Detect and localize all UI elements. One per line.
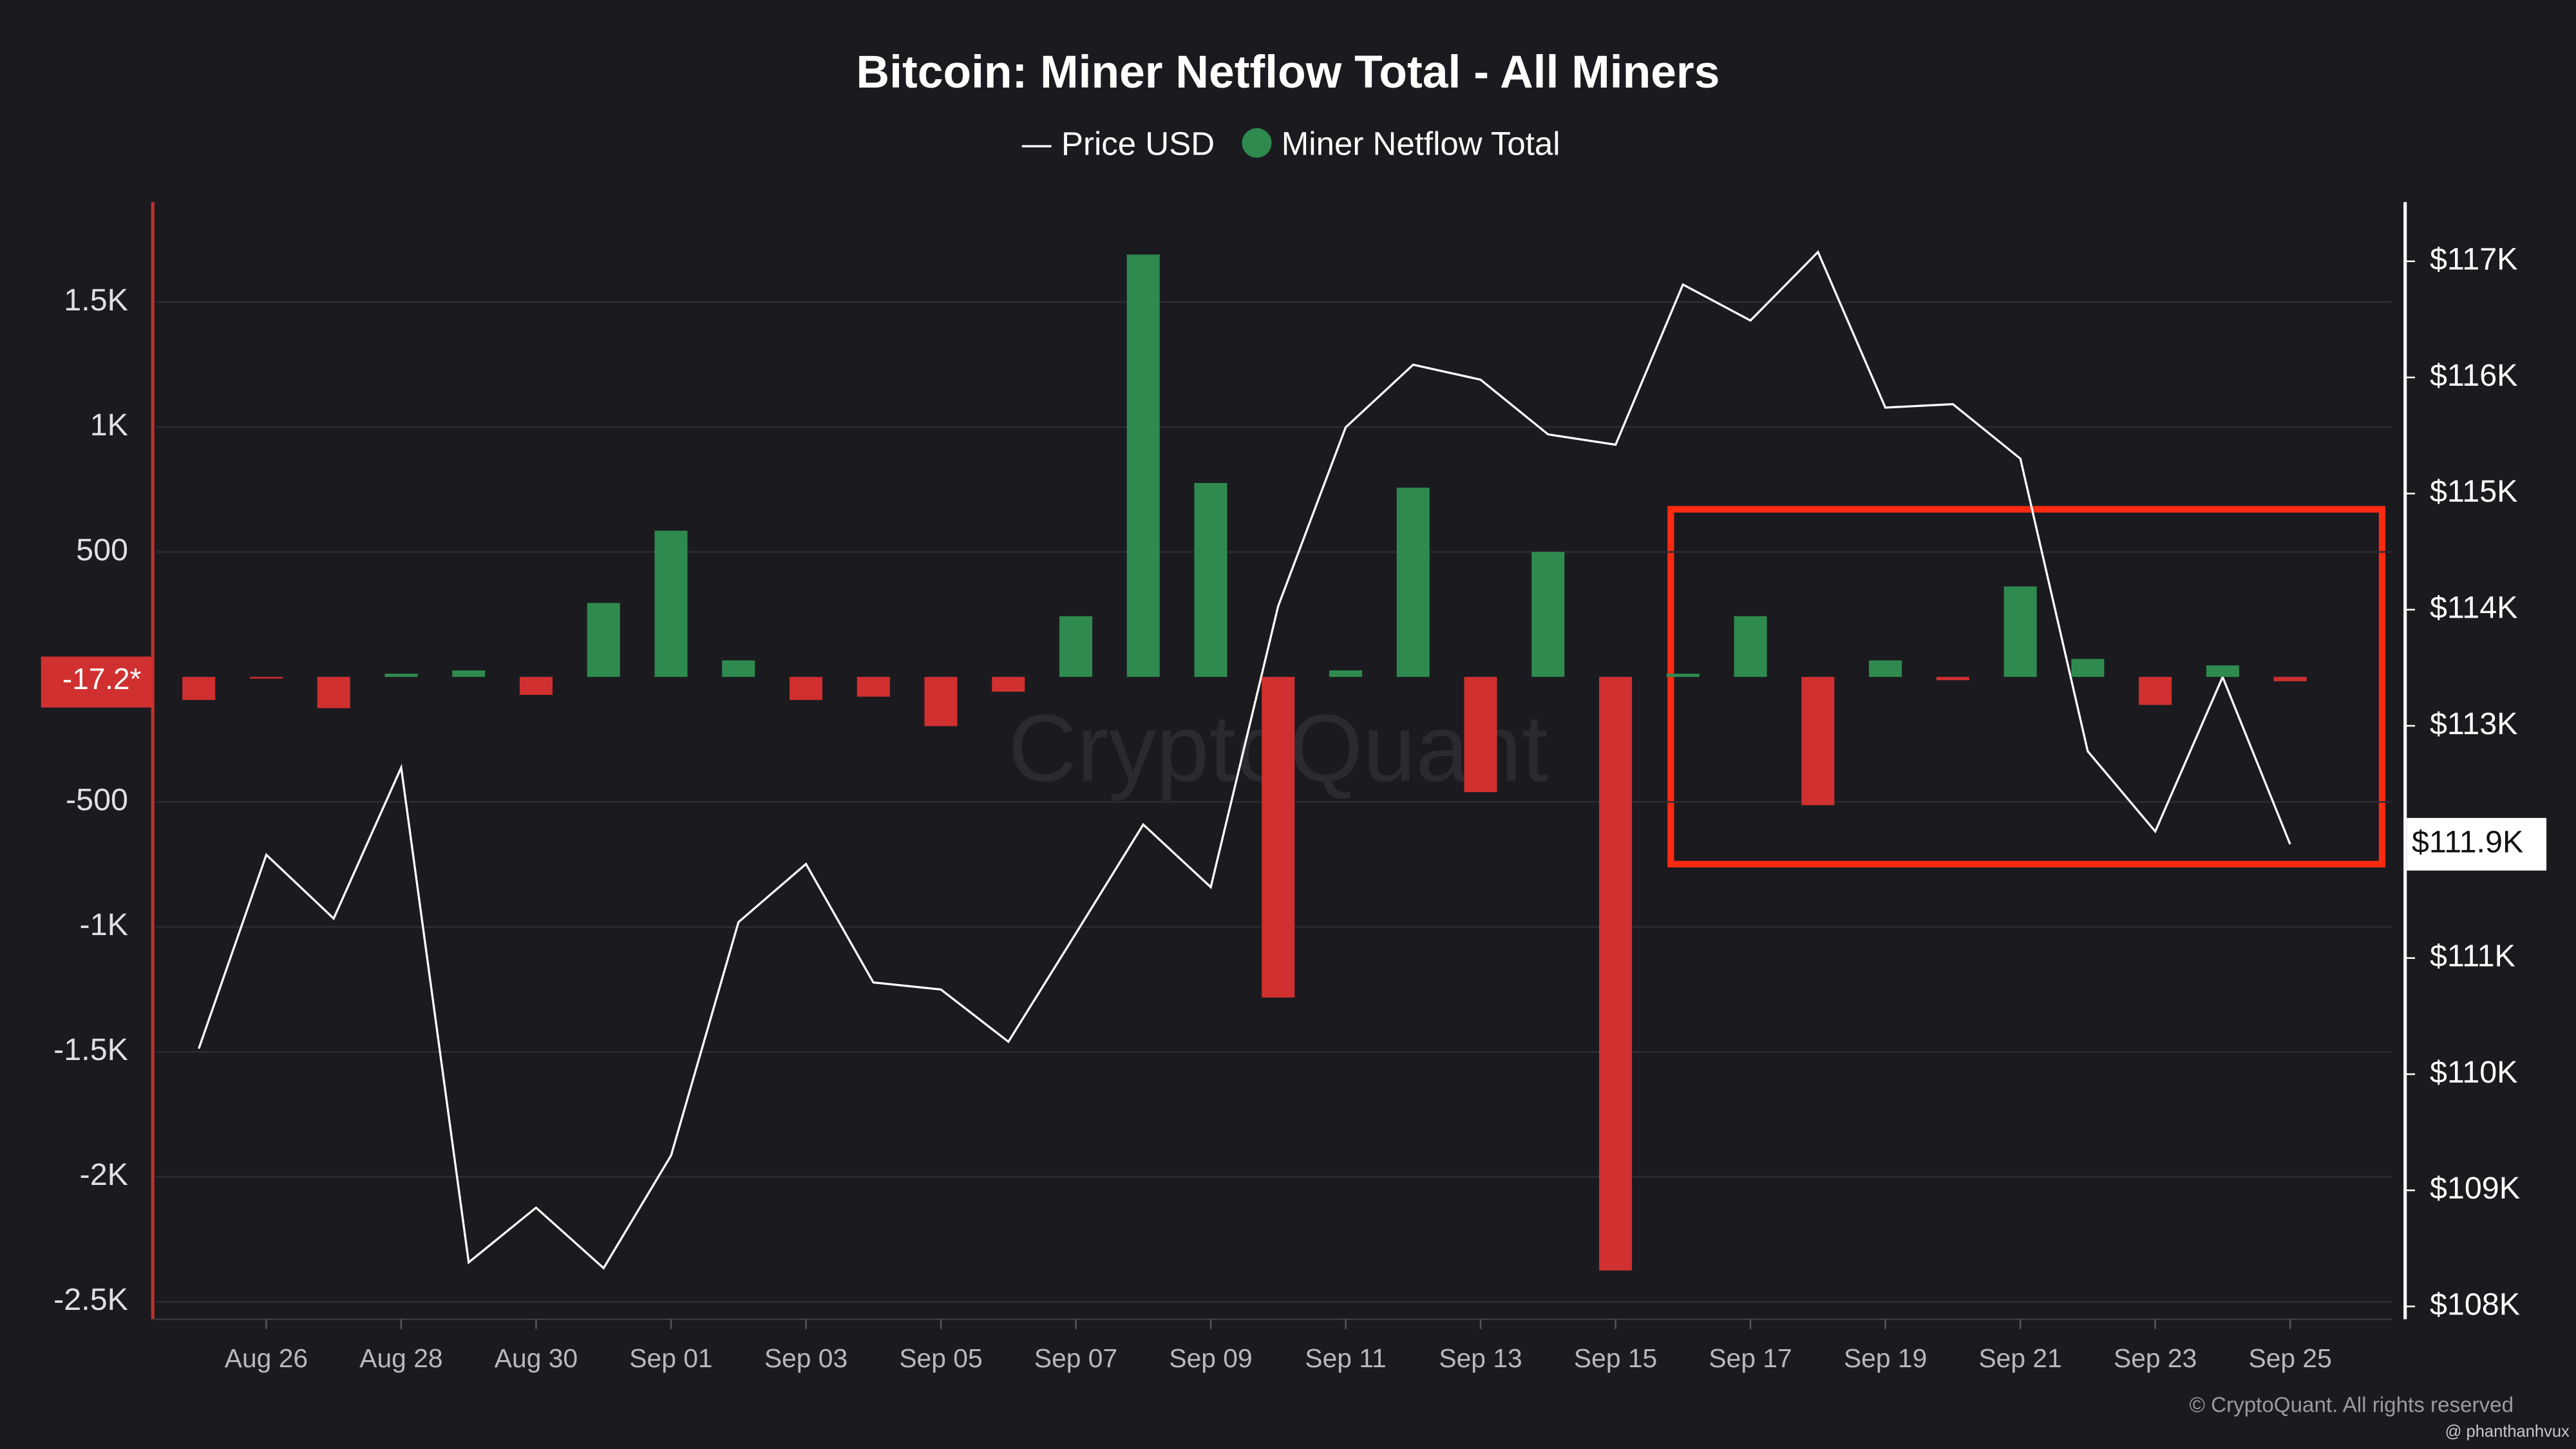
bar	[1464, 677, 1497, 793]
y2-tick-label: $114K	[2430, 591, 2518, 625]
y2-tick-label: $113K	[2430, 706, 2518, 741]
last-price-label: $111.9K	[2412, 825, 2523, 860]
credit: @ phanthanhvux	[2445, 1423, 2570, 1441]
x-tick-label: Sep 01	[629, 1343, 712, 1373]
y-tick-label: -2K	[80, 1157, 128, 1192]
y-tick-label: 1K	[90, 408, 128, 442]
bar	[1869, 660, 1902, 677]
x-tick-label: Sep 25	[2249, 1343, 2332, 1373]
bar	[654, 531, 688, 677]
y2-tick-label: $111K	[2430, 938, 2515, 973]
y2-tick-label: $116K	[2430, 358, 2518, 393]
bar	[1801, 677, 1835, 806]
bar	[317, 677, 350, 708]
last-value-badge	[41, 656, 153, 708]
bar	[2071, 659, 2105, 677]
bar	[2139, 677, 2172, 705]
x-tick-label: Sep 03	[764, 1343, 848, 1373]
bar	[1059, 616, 1093, 677]
bar	[1194, 482, 1227, 677]
x-tick-label: Sep 17	[1709, 1343, 1792, 1373]
bar	[992, 677, 1025, 692]
bar	[1262, 677, 1295, 998]
y-tick-label: -2.5K	[53, 1282, 128, 1317]
bar	[1936, 677, 1969, 681]
legend-dot	[1242, 128, 1272, 158]
bar	[2273, 677, 2307, 681]
bar	[2206, 665, 2239, 677]
bar	[857, 677, 890, 697]
bar	[1531, 552, 1565, 677]
y-tick-label: -1K	[80, 907, 128, 942]
bar	[587, 603, 620, 677]
y2-tick-label: $115K	[2430, 474, 2518, 509]
highlight-box	[1667, 506, 2386, 867]
y-tick-label: 1.5K	[64, 283, 128, 317]
y2-tick-label: $110K	[2430, 1055, 2518, 1090]
bar	[182, 677, 216, 700]
x-tick-label: Sep 09	[1169, 1343, 1252, 1373]
legend-label: Miner Netflow Total	[1282, 126, 1560, 162]
legend-label: Price USD	[1061, 126, 1215, 162]
x-tick-label: Aug 26	[225, 1343, 308, 1373]
x-tick-label: Sep 21	[1978, 1343, 2061, 1373]
bar	[2003, 586, 2037, 677]
price-line	[198, 250, 2291, 1270]
x-tick-label: Sep 07	[1034, 1343, 1117, 1373]
x-tick-label: Sep 05	[899, 1343, 982, 1373]
x-tick-label: Aug 28	[359, 1343, 442, 1373]
x-tick-label: Aug 30	[495, 1343, 578, 1373]
bar	[1734, 616, 1767, 677]
bar	[1396, 488, 1430, 677]
y-tick-label: -1.5K	[53, 1032, 128, 1067]
chart-title: Bitcoin: Miner Netflow Total - All Miner…	[857, 46, 1720, 98]
bar	[924, 677, 958, 726]
y2-tick-label: $109K	[2430, 1171, 2520, 1206]
x-tick-label: Sep 11	[1305, 1343, 1386, 1373]
bar	[249, 677, 283, 679]
bar	[1599, 677, 1633, 1271]
y2-tick-label: $117K	[2430, 242, 2518, 277]
y-tick-label: 500	[76, 533, 128, 567]
bar	[1329, 670, 1363, 677]
bar	[384, 674, 418, 677]
x-tick-label: Sep 15	[1574, 1343, 1657, 1373]
x-tick-label: Sep 23	[2114, 1343, 2197, 1373]
x-tick-label: Sep 13	[1439, 1343, 1522, 1373]
last-price-badge	[2407, 818, 2547, 871]
y2-tick-label: $108K	[2430, 1287, 2520, 1321]
bar	[1126, 254, 1160, 677]
x-tick-label: Sep 19	[1844, 1343, 1927, 1373]
bar	[519, 677, 553, 696]
y-tick-label: -500	[66, 782, 128, 817]
bar	[452, 670, 486, 677]
copyright: © CryptoQuant. All rights reserved	[2189, 1393, 2514, 1417]
bar	[1666, 674, 1700, 677]
bar	[789, 677, 823, 700]
last-value-label: -17.2*	[62, 662, 142, 696]
bar	[722, 660, 755, 677]
